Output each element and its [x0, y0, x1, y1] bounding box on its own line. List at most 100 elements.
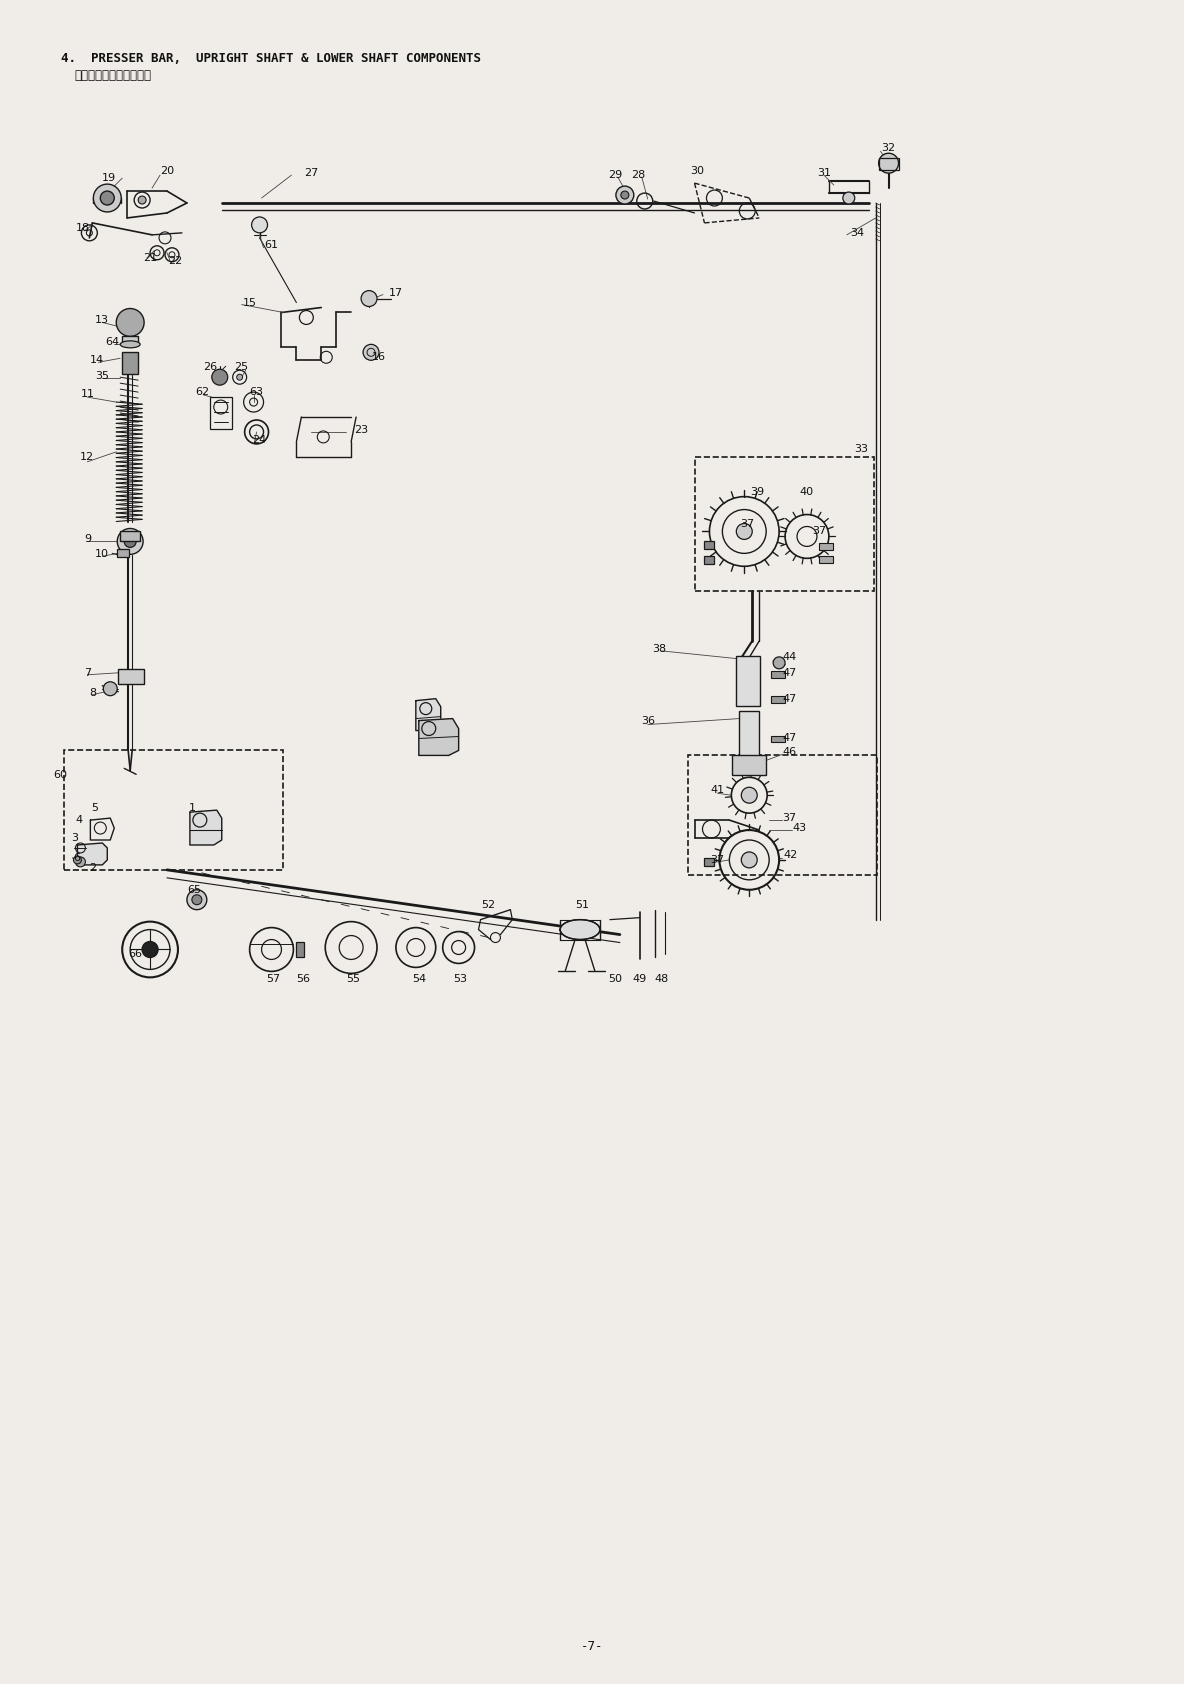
Text: 47: 47: [781, 694, 796, 704]
Circle shape: [363, 344, 379, 360]
Bar: [64, 751, 283, 871]
Text: 23: 23: [354, 424, 368, 434]
Circle shape: [73, 855, 82, 864]
Text: -7-: -7-: [580, 1640, 604, 1652]
Text: 41: 41: [710, 785, 725, 795]
Text: 47: 47: [781, 669, 796, 677]
Bar: [704, 556, 714, 564]
Text: 26: 26: [202, 362, 217, 372]
Ellipse shape: [560, 919, 600, 940]
Text: 34: 34: [850, 227, 864, 237]
Bar: [733, 756, 766, 775]
Text: 36: 36: [641, 716, 655, 726]
Bar: [121, 532, 140, 542]
Bar: [736, 655, 760, 706]
Text: 押え棒・立軸・下軸関係: 押え棒・立軸・下軸関係: [75, 69, 152, 83]
Circle shape: [187, 889, 207, 909]
Polygon shape: [189, 810, 221, 845]
Bar: [118, 669, 144, 684]
Text: 60: 60: [53, 770, 67, 780]
Text: 53: 53: [453, 975, 468, 985]
Text: 6: 6: [73, 852, 81, 862]
Text: 66: 66: [128, 950, 142, 960]
Text: 21: 21: [143, 253, 157, 263]
Text: 14: 14: [90, 355, 104, 365]
Text: 37: 37: [812, 527, 826, 537]
Bar: [117, 549, 129, 557]
Text: 13: 13: [95, 315, 109, 325]
Text: 11: 11: [81, 389, 95, 399]
Text: 54: 54: [412, 975, 426, 985]
Text: 31: 31: [817, 168, 831, 179]
Text: 35: 35: [95, 370, 109, 381]
Text: 62: 62: [195, 387, 208, 397]
Bar: [122, 337, 139, 344]
Text: 43: 43: [792, 823, 806, 834]
Text: 15: 15: [243, 298, 257, 308]
Text: 5: 5: [91, 803, 98, 813]
Bar: [695, 456, 874, 591]
Text: 57: 57: [266, 975, 281, 985]
Text: 9: 9: [84, 534, 91, 544]
Text: 51: 51: [575, 899, 590, 909]
Text: 4: 4: [76, 815, 83, 825]
Ellipse shape: [121, 340, 140, 349]
Bar: [771, 695, 785, 702]
Bar: [122, 352, 139, 374]
Text: 3: 3: [71, 834, 78, 844]
Bar: [819, 556, 832, 564]
Circle shape: [361, 291, 377, 306]
Text: 47: 47: [781, 734, 796, 744]
Text: 10: 10: [95, 549, 109, 559]
Text: 49: 49: [632, 975, 646, 985]
Polygon shape: [419, 719, 458, 756]
Text: 42: 42: [784, 850, 798, 861]
Circle shape: [616, 187, 633, 204]
Text: 7: 7: [84, 669, 91, 677]
Text: 24: 24: [252, 434, 266, 445]
Polygon shape: [416, 699, 440, 731]
Text: 40: 40: [800, 487, 815, 497]
Circle shape: [76, 857, 85, 867]
Text: 39: 39: [751, 487, 765, 497]
Circle shape: [237, 374, 243, 381]
Text: 37: 37: [740, 519, 754, 529]
Bar: [879, 158, 899, 170]
Text: 8: 8: [89, 687, 96, 697]
Text: 37: 37: [781, 813, 796, 823]
Text: 33: 33: [854, 445, 868, 455]
Circle shape: [741, 852, 758, 867]
Text: 29: 29: [607, 170, 622, 180]
Bar: [739, 711, 759, 770]
Circle shape: [101, 190, 114, 205]
Circle shape: [736, 524, 752, 539]
Text: 64: 64: [105, 337, 120, 347]
Text: 25: 25: [234, 362, 249, 372]
Text: 27: 27: [304, 168, 318, 179]
Circle shape: [843, 192, 855, 204]
Text: 52: 52: [482, 899, 496, 909]
Circle shape: [879, 153, 899, 173]
Text: 18: 18: [76, 222, 90, 232]
Circle shape: [139, 195, 146, 204]
Text: 4.  PRESSER BAR,  UPRIGHT SHAFT & LOWER SHAFT COMPONENTS: 4. PRESSER BAR, UPRIGHT SHAFT & LOWER SH…: [60, 52, 481, 66]
Text: 16: 16: [372, 352, 386, 362]
Circle shape: [773, 657, 785, 669]
Bar: [296, 941, 304, 958]
Circle shape: [142, 941, 157, 958]
Text: 2: 2: [89, 862, 96, 872]
Polygon shape: [77, 844, 108, 866]
Circle shape: [212, 369, 227, 386]
Text: 30: 30: [690, 167, 704, 177]
Circle shape: [620, 190, 629, 199]
Text: 28: 28: [631, 170, 645, 180]
Text: 48: 48: [655, 975, 669, 985]
Circle shape: [117, 529, 143, 554]
Text: 61: 61: [264, 239, 278, 249]
Circle shape: [192, 894, 201, 904]
Text: 63: 63: [250, 387, 264, 397]
Text: 20: 20: [160, 167, 174, 177]
Text: 65: 65: [187, 884, 201, 894]
Text: 38: 38: [652, 643, 667, 653]
Circle shape: [103, 682, 117, 695]
